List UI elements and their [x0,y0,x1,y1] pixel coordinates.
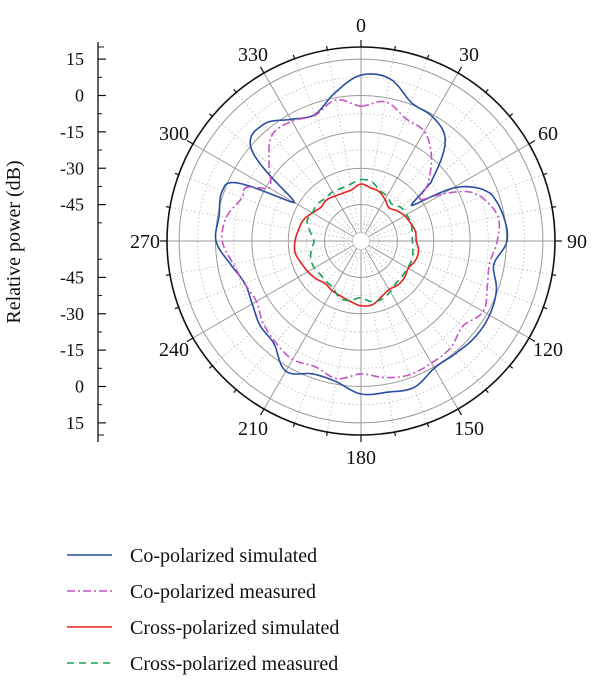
outer-tick [485,389,489,394]
outer-tick [426,54,430,59]
outer-tick [233,88,237,93]
angle-label-300: 300 [159,123,189,145]
minor-spoke-220 [235,246,357,390]
outer-tick [208,365,213,369]
outer-tick [528,139,536,145]
outer-tick [394,45,396,51]
radial-tick-label: -45 [60,195,84,215]
radial-tick-label: 15 [66,49,84,69]
minor-spoke-350 [326,49,361,234]
radial-tick-label: 15 [66,413,84,433]
minor-spoke-170 [361,248,396,433]
minor-spoke-310 [212,115,356,237]
series-line-3 [306,178,414,303]
major-spoke-120 [367,244,530,339]
outer-tick [186,139,194,145]
series-layer [214,73,509,396]
radial-tick-label: 0 [75,86,84,106]
outer-tick [292,423,296,428]
radial-tick-label: -30 [60,158,84,178]
angle-labels: 0 30 60 90 120 150 180 210 240 270 300 330 [130,15,587,469]
minor-spoke-200 [294,248,359,424]
angle-label-60: 60 [538,123,558,145]
polar-grid [160,40,562,442]
y-axis-title: Relative power (dB) [3,160,25,323]
minor-spoke-20 [363,58,428,234]
outer-tick [528,337,536,343]
legend-label-0: Co-polarized simulated [130,545,317,567]
outer-tick [457,408,463,416]
minor-spoke-320 [235,92,357,236]
outer-tick [165,274,171,276]
major-spoke-210 [263,247,358,410]
angle-label-270: 270 [130,231,160,253]
minor-spoke-130 [366,245,510,367]
minor-spoke-260 [169,241,354,276]
outer-tick [543,306,548,310]
minor-spoke-190 [326,248,361,433]
major-spoke-300 [192,143,355,238]
outer-tick [551,274,557,276]
minor-spoke-140 [365,246,487,390]
minor-spoke-340 [294,58,359,234]
angle-label-120: 120 [533,339,563,361]
outer-tick [509,113,514,117]
outer-tick [485,88,489,93]
major-spoke-330 [263,72,358,235]
outer-tick [326,45,328,51]
major-spoke-30 [364,72,459,235]
outer-tick [233,389,237,394]
minor-spoke-100 [368,241,553,276]
minor-spoke-50 [366,115,510,237]
outer-tick [543,172,548,176]
outer-tick [457,66,463,74]
outer-tick [426,423,430,428]
minor-spoke-40 [365,92,487,236]
angle-label-180: 180 [346,447,376,469]
outer-tick [292,54,296,59]
minor-spoke-110 [368,243,544,308]
outer-tick [174,306,179,310]
minor-spoke-70 [368,174,544,239]
angle-label-150: 150 [454,418,484,440]
major-spoke-240 [192,244,355,339]
radial-axis: 15 0 -15 -30 -45 -45 -30 -15 0 15 [60,42,106,442]
minor-spoke-230 [212,245,356,367]
outer-tick [551,206,557,208]
angle-label-0: 0 [356,15,366,37]
outer-tick [174,172,179,176]
minor-spoke-160 [363,248,428,424]
legend-label-3: Cross-polarized measured [130,653,338,675]
outer-tick [186,337,194,343]
minor-spoke-250 [178,243,354,308]
radial-tick-label: -45 [60,267,84,287]
series-line-1 [221,98,501,380]
outer-tick [509,365,514,369]
radial-tick-label: 0 [75,377,84,397]
minor-spoke-10 [361,49,396,234]
outer-tick [326,431,328,437]
angle-label-330: 330 [238,44,268,66]
outer-tick [394,431,396,437]
outer-tick [165,206,171,208]
radial-tick-label: -15 [60,340,84,360]
legend: Co-polarized simulated Co-polarized measu… [67,545,339,675]
outer-tick [208,113,213,117]
radial-tick-label: -15 [60,122,84,142]
outer-tick [259,66,265,74]
minor-spoke-290 [178,174,354,239]
outer-tick [259,408,265,416]
legend-label-1: Co-polarized measured [130,581,316,603]
radial-tick-label: -30 [60,304,84,324]
angle-label-30: 30 [459,44,479,66]
legend-label-2: Cross-polarized simulated [130,617,339,639]
angle-label-240: 240 [159,339,189,361]
major-spoke-150 [364,247,459,410]
major-spoke-60 [367,143,530,238]
angle-label-90: 90 [567,231,587,253]
minor-spoke-80 [368,206,553,241]
angle-label-210: 210 [238,418,268,440]
minor-spoke-280 [169,206,354,241]
